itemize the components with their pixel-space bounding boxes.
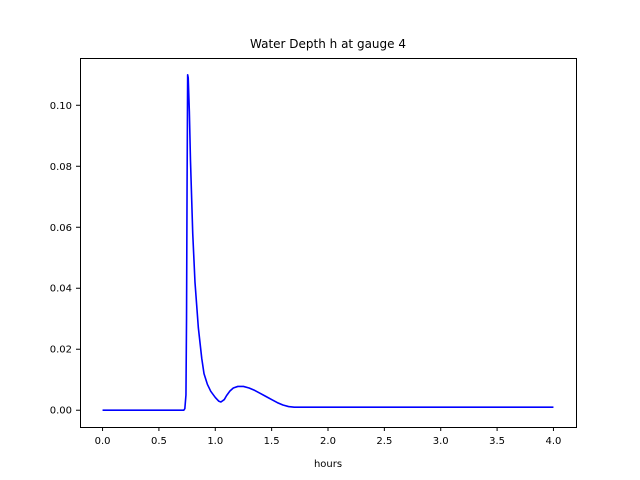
series-line [102, 73, 554, 412]
y-tick-label: 0.04 [50, 284, 72, 295]
x-axis-title: hours [314, 459, 342, 470]
chart-title: Water Depth h at gauge 4 [250, 37, 406, 51]
x-tick-label: 3.0 [433, 436, 449, 447]
y-tick-label: 0.02 [50, 345, 72, 356]
x-tick-label: 0.5 [151, 436, 167, 447]
x-tick-label: 3.5 [489, 436, 505, 447]
x-tick-label: 4.0 [546, 436, 562, 447]
y-tick-label: 0.00 [50, 406, 72, 417]
x-tick-label: 2.0 [320, 436, 336, 447]
y-tick-label: 0.08 [50, 162, 72, 173]
x-axis-ticks: 0.0 0.5 1.0 1.5 2.0 2.5 3.0 3.5 4.0 [95, 427, 562, 447]
y-tick-label: 0.06 [50, 223, 72, 234]
plot-area [102, 73, 554, 412]
y-tick-label: 0.10 [50, 101, 72, 112]
x-tick-label: 2.5 [376, 436, 392, 447]
x-tick-label: 1.0 [207, 436, 223, 447]
x-tick-label: 1.5 [264, 436, 280, 447]
y-axis-ticks: 0.00 0.02 0.04 0.06 0.08 0.10 [50, 101, 80, 417]
axes-frame [80, 58, 577, 428]
x-tick-label: 0.0 [95, 436, 111, 447]
